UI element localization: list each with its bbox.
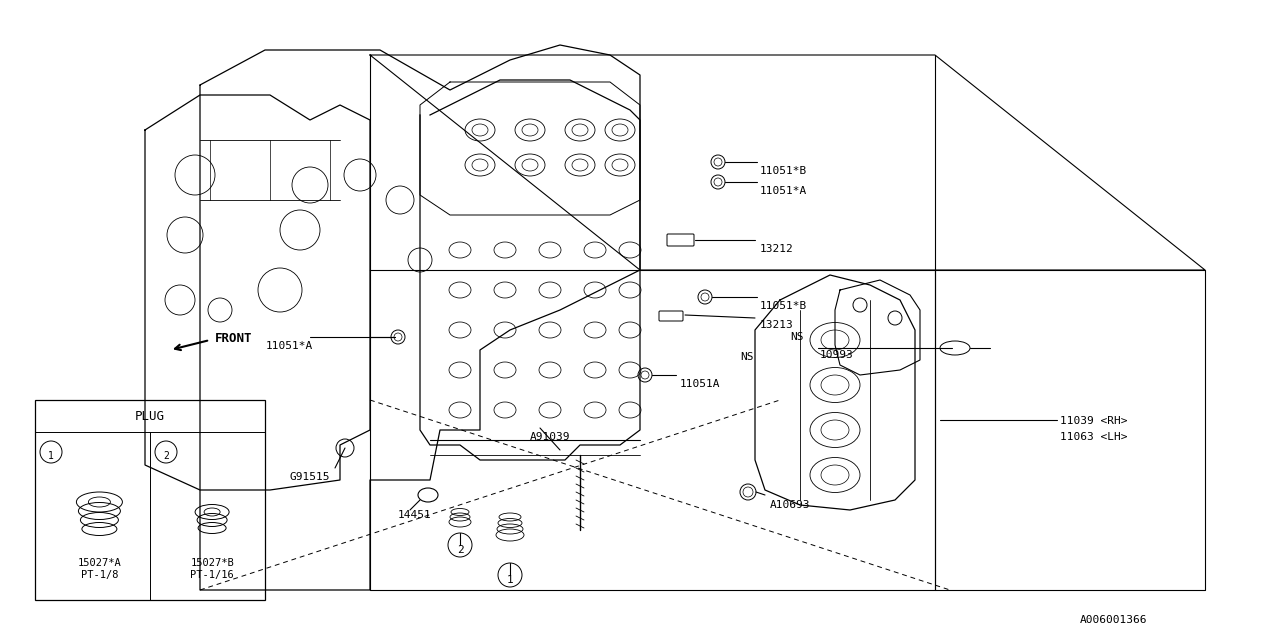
Text: 13213: 13213 — [760, 320, 794, 330]
Text: FRONT: FRONT — [215, 332, 252, 345]
Text: 11063 <LH>: 11063 <LH> — [1060, 432, 1128, 442]
Text: 15027*B
PT-1/16: 15027*B PT-1/16 — [191, 558, 234, 580]
Text: NS: NS — [790, 332, 804, 342]
Text: 14451: 14451 — [398, 510, 431, 520]
Text: 2: 2 — [457, 545, 463, 555]
Text: 15027*A
PT-1/8: 15027*A PT-1/8 — [78, 558, 122, 580]
Bar — [35, 400, 265, 600]
Text: 11051*A: 11051*A — [266, 341, 314, 351]
Text: 1: 1 — [507, 575, 513, 585]
Text: A91039: A91039 — [530, 432, 571, 442]
Text: 11051*A: 11051*A — [760, 186, 808, 196]
Text: PLUG: PLUG — [134, 410, 165, 422]
Text: 13212: 13212 — [760, 244, 794, 254]
Text: 11039 <RH>: 11039 <RH> — [1060, 416, 1128, 426]
Text: 11051*B: 11051*B — [760, 166, 808, 176]
Text: A006001366: A006001366 — [1080, 615, 1147, 625]
Text: 2: 2 — [163, 451, 169, 461]
Text: 1: 1 — [49, 451, 54, 461]
Text: 10993: 10993 — [820, 350, 854, 360]
Text: G91515: G91515 — [291, 472, 330, 482]
Text: 11051A: 11051A — [680, 379, 721, 389]
Text: 11051*B: 11051*B — [760, 301, 808, 311]
Text: A10693: A10693 — [771, 500, 810, 510]
Text: NS: NS — [740, 352, 754, 362]
